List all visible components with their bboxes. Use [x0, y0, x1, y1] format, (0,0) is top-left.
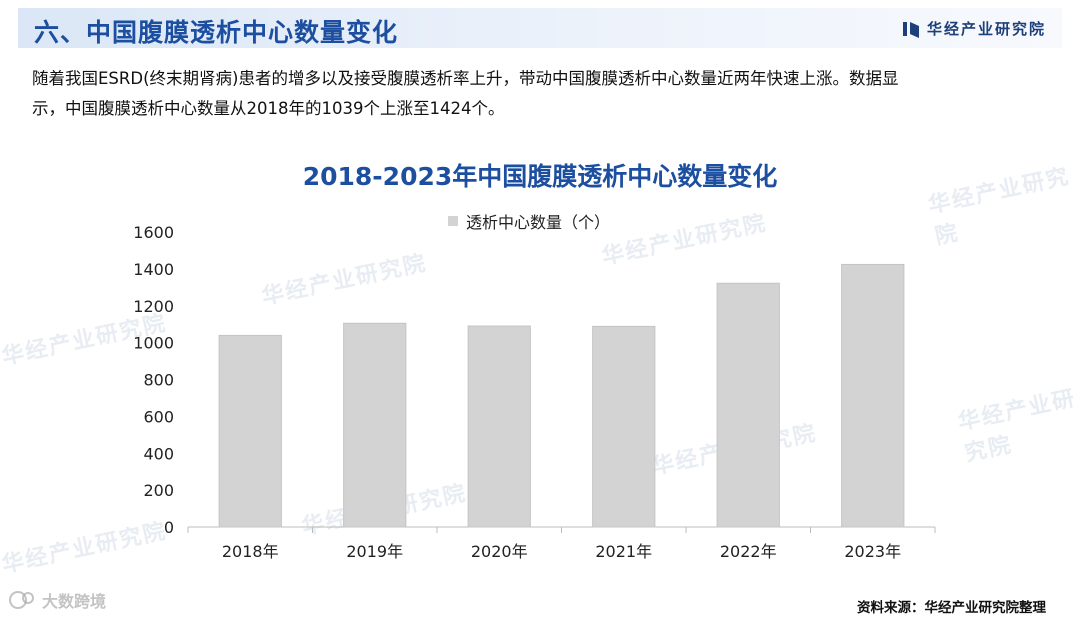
source-note: 资料来源：华经产业研究院整理: [857, 600, 1046, 616]
legend-label: 透析中心数量（个）: [466, 213, 611, 232]
y-tick-label: 1600: [133, 223, 174, 242]
bar: [592, 325, 656, 528]
corner-watermark-text: 大数跨境: [42, 592, 107, 611]
brand: 华经产业研究院: [902, 18, 1046, 39]
x-tick-label: 2019年: [346, 542, 403, 561]
dashuju-logo-icon: [9, 591, 34, 609]
x-tick-label: 2022年: [720, 542, 777, 561]
bar: [343, 322, 407, 528]
intro-paragraph: 随着我国ESRD(终末期肾病)患者的增多以及接受腹膜透析率上升，带动中国腹膜透析…: [32, 64, 1052, 124]
chart-legend: 透析中心数量（个）: [448, 209, 610, 233]
corner-watermark: 大数跨境: [8, 588, 106, 612]
y-tick-label: 0: [164, 518, 174, 537]
y-tick-label: 1200: [133, 297, 174, 316]
bar: [218, 334, 282, 528]
header-bar: [18, 8, 1062, 48]
brand-name: 华经产业研究院: [926, 20, 1046, 38]
x-tick-label: 2021年: [595, 542, 652, 561]
y-tick-label: 1000: [133, 334, 174, 353]
chart-title: 2018-2023年中国腹膜透析中心数量变化: [302, 162, 778, 191]
y-tick-label: 800: [143, 371, 174, 390]
x-tick-label: 2020年: [471, 542, 528, 561]
section-title: 六、中国腹膜透析中心数量变化: [34, 18, 399, 47]
bar: [716, 282, 780, 528]
bar: [467, 325, 531, 528]
legend-swatch: [448, 216, 458, 226]
bar-logo-icon: [902, 21, 919, 38]
y-tick-label: 400: [143, 444, 174, 463]
intro-line-1: 随着我国ESRD(终末期肾病)患者的增多以及接受腹膜透析率上升，带动中国腹膜透析…: [32, 69, 899, 88]
y-tick-label: 200: [143, 481, 174, 500]
x-tick-label: 2018年: [222, 542, 279, 561]
intro-line-2: 示，中国腹膜透析中心数量从2018年的1039个上涨至1424个。: [32, 99, 505, 118]
bar: [841, 263, 905, 528]
y-tick-label: 1400: [133, 260, 174, 279]
x-tick-label: 2023年: [844, 542, 901, 561]
y-tick-label: 600: [143, 407, 174, 426]
